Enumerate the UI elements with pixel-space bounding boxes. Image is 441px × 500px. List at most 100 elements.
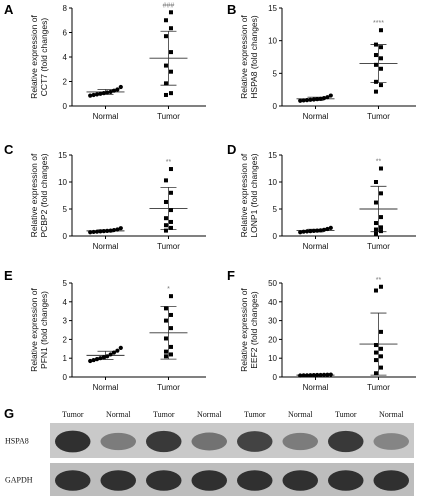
y-tick-label: 0	[273, 232, 278, 241]
data-point	[378, 284, 383, 289]
data-point	[373, 358, 378, 363]
x-tick-label: Tumor	[367, 383, 390, 392]
lane-label: Normal	[288, 410, 313, 419]
y-axis-label-line: EEF2 (fold changes)	[249, 291, 259, 369]
data-point	[308, 97, 313, 102]
blot-band	[100, 432, 136, 451]
data-point	[378, 346, 383, 351]
data-point	[321, 96, 327, 101]
data-point	[304, 229, 310, 234]
data-point	[111, 227, 117, 233]
data-point	[315, 228, 320, 233]
y-tick-label: 5	[63, 279, 68, 288]
y-tick-label: 50	[268, 279, 277, 288]
blot-row-label: HSPA8	[5, 437, 29, 446]
data-point	[304, 373, 310, 378]
data-point	[315, 97, 320, 102]
data-point	[378, 329, 383, 334]
x-tick-label: Tumor	[367, 112, 390, 121]
blot-band	[373, 433, 409, 450]
x-tick-label: Tumor	[157, 112, 180, 121]
data-point	[373, 231, 378, 236]
data-point	[168, 352, 173, 357]
data-point	[98, 91, 103, 96]
y-tick-label: 4	[63, 53, 68, 62]
panel-letter: C	[4, 142, 14, 157]
data-point	[373, 42, 378, 47]
data-point	[101, 91, 106, 96]
data-point	[91, 357, 96, 363]
data-point	[321, 227, 327, 232]
lane-label: Tumor	[335, 410, 357, 419]
data-point	[94, 357, 100, 362]
data-point	[101, 355, 106, 360]
y-tick-label: 0	[63, 232, 68, 241]
data-point	[378, 66, 383, 71]
significance-marker: ****	[373, 20, 384, 27]
data-point	[98, 229, 103, 234]
significance-marker: **	[166, 159, 172, 166]
data-point	[301, 229, 306, 234]
data-point	[88, 93, 93, 98]
data-point	[318, 372, 323, 378]
blot-panel: G Tumor Normal Tumor Normal Tumor Normal Tumor N…	[4, 406, 414, 496]
x-tick-label: Tumor	[367, 242, 390, 251]
data-point	[378, 191, 383, 196]
data-point	[111, 88, 117, 93]
panel-letter: F	[227, 268, 235, 283]
data-point	[378, 166, 383, 171]
data-point	[298, 98, 303, 103]
data-point	[373, 350, 378, 355]
data-point	[168, 294, 173, 299]
data-point	[168, 344, 173, 349]
data-point	[163, 81, 168, 86]
data-point	[88, 230, 93, 235]
data-point	[163, 336, 168, 341]
chart-panel-b: B 0 5 10 15 Normal Tumor Relative expression of…	[227, 2, 416, 121]
y-tick-label: 8	[63, 4, 68, 13]
blot-band	[55, 470, 91, 491]
data-point	[163, 178, 168, 183]
lane-label: Tumor	[244, 410, 266, 419]
data-point	[118, 84, 123, 90]
data-point	[88, 358, 93, 364]
data-point	[378, 354, 383, 359]
data-point	[108, 352, 113, 357]
blot-band	[282, 432, 318, 451]
data-point	[311, 228, 316, 233]
data-point	[373, 227, 378, 232]
data-point	[378, 215, 383, 220]
y-tick-label: 2	[63, 78, 68, 87]
y-axis-label-line: Relative expression of	[239, 288, 249, 372]
y-tick-label: 3	[63, 317, 68, 326]
data-point	[168, 225, 173, 230]
data-point	[325, 226, 330, 232]
y-axis-label: Relative expression ofEEF2 (fold changes…	[239, 288, 259, 372]
data-point	[311, 373, 316, 378]
data-point	[168, 69, 173, 74]
panel-letter: A	[4, 2, 14, 17]
significance-marker: **	[376, 159, 382, 166]
lane-label: Normal	[379, 410, 404, 419]
data-point	[163, 63, 168, 68]
blot-band	[100, 470, 136, 491]
data-point	[168, 10, 173, 15]
data-point	[163, 223, 168, 228]
y-tick-label: 2	[63, 335, 68, 344]
data-point	[373, 200, 378, 205]
data-point	[321, 372, 327, 377]
data-point	[163, 354, 168, 359]
data-point	[308, 229, 313, 234]
data-point	[115, 87, 120, 92]
y-tick-label: 10	[58, 178, 67, 187]
y-axis-label-line: HSPA8 (fold changes)	[249, 15, 259, 99]
data-point	[105, 228, 110, 233]
data-point	[163, 216, 168, 221]
y-axis-label-line: Relative expression of	[29, 153, 39, 237]
y-axis-label: Relative expression ofPCBP2 (fold change…	[29, 153, 49, 237]
data-point	[168, 91, 173, 96]
data-point	[378, 45, 383, 50]
data-point	[108, 228, 113, 233]
data-point	[94, 229, 100, 234]
